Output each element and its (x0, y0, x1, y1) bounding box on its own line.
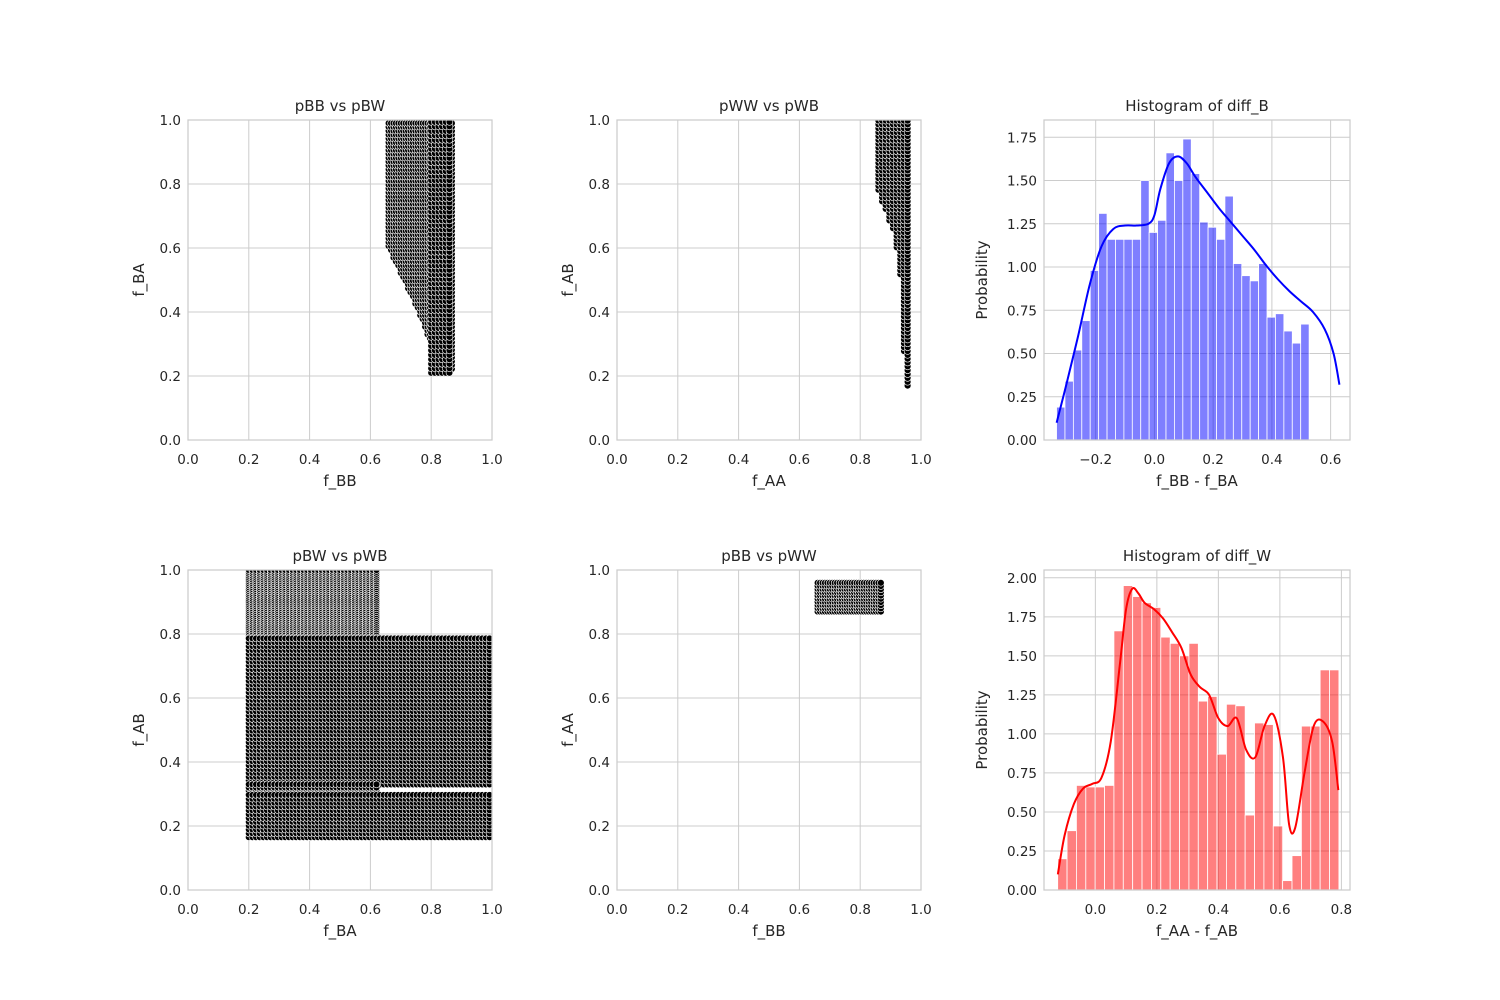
histogram-bar (1098, 213, 1108, 440)
x-axis-label: f_BB - f_BA (1156, 472, 1238, 491)
chart-title: Histogram of diff_B (1125, 97, 1269, 116)
x-tick-label: 0.6 (789, 452, 810, 468)
x-tick-label: 0.2 (238, 452, 259, 468)
x-tick-label: 0.2 (667, 452, 688, 468)
axes-frame (187, 119, 493, 441)
histogram-bar (1291, 342, 1302, 440)
y-tick-label: 0.50 (1007, 347, 1037, 363)
histogram-bar (1241, 275, 1251, 440)
histogram-bar (1283, 330, 1293, 440)
y-tick-label: 0.0 (160, 433, 181, 449)
y-axis-label: f_BA (130, 263, 149, 297)
y-tick-label: 0.8 (160, 177, 181, 193)
histogram-bar (1056, 406, 1066, 440)
plot-area (1055, 138, 1341, 440)
subplot-3: −0.2 0.0 0.2 0.4 0.6 0.00 0.25 0.50 0.75 1.00 1.25… (973, 97, 1351, 491)
x-tick-label: 0.0 (177, 452, 198, 468)
x-tick-label: 0.6 (1320, 452, 1341, 468)
histogram-bar (1249, 280, 1260, 440)
y-tick-label: 1.00 (1007, 260, 1037, 276)
histogram-bar (1123, 238, 1133, 440)
x-axis-label: f_BB (323, 472, 356, 491)
x-tick-label: 0.2 (1202, 452, 1223, 468)
kde-line (1055, 155, 1341, 423)
histogram-bar (1106, 238, 1116, 440)
plot-area (874, 120, 912, 390)
axes-frame (1043, 119, 1351, 441)
x-tick-label: 0.6 (360, 452, 381, 468)
y-tick-label: 0.4 (160, 305, 181, 321)
histogram-bar (1224, 195, 1234, 440)
y-tick-label: 0.8 (589, 177, 610, 193)
axes-frame (616, 119, 922, 441)
histogram-bar (1275, 313, 1285, 440)
x-tick-label: 0.4 (299, 452, 320, 468)
y-tick-label: 1.0 (160, 113, 181, 129)
histogram-bar (1081, 320, 1091, 440)
histogram-bar (1190, 173, 1201, 440)
y-tick-label: 0.6 (589, 241, 610, 257)
y-tick-label: 0.75 (1007, 303, 1037, 319)
subplot-2: 0.0 0.2 0.4 0.6 0.8 1.0 0.0 0.2 0.4 0.6 0.8 1.0 pWW … (559, 97, 932, 491)
y-axis-label: Probability (973, 240, 991, 319)
x-tick-label: 0.8 (849, 452, 870, 468)
x-tick-label: −0.2 (1079, 452, 1112, 468)
histogram-bar (1207, 226, 1217, 440)
histogram-bar (1258, 263, 1268, 440)
histogram-bar (1115, 238, 1125, 440)
histogram-bar (1072, 349, 1083, 440)
x-axis-label: f_AA (752, 472, 786, 491)
y-tick-label: 1.0 (589, 113, 610, 129)
y-tick-label: 1.75 (1007, 130, 1037, 146)
plot-area (384, 120, 456, 377)
histogram-bar (1182, 138, 1192, 440)
plot-area (245, 570, 492, 841)
histogram-bar (1148, 232, 1158, 440)
histogram-bar (1300, 323, 1310, 440)
y-tick-label: 1.50 (1007, 174, 1037, 190)
x-tick-label: 1.0 (910, 452, 931, 468)
subplot-4: 0.0 0.2 0.4 0.6 0.8 1.00.00.20.40.60.81.0pBW … (130, 547, 503, 941)
histogram-bar (1165, 152, 1175, 440)
y-tick-label: 0.6 (160, 241, 181, 257)
scatter-point (903, 120, 912, 125)
histogram-bar (1232, 263, 1243, 440)
y-tick-label: 0.0 (589, 433, 610, 449)
scatter-point (445, 120, 454, 126)
y-tick-label: 1.25 (1007, 217, 1037, 233)
x-tick-label: 1.0 (481, 452, 502, 468)
y-tick-label: 0.2 (160, 369, 181, 385)
y-tick-label: 0.2 (589, 369, 610, 385)
x-tick-label: 0.0 (1144, 452, 1165, 468)
chart-title: pWW vs pWB (719, 97, 819, 115)
histogram-bar (1266, 316, 1276, 440)
x-tick-label: 0.4 (1261, 452, 1282, 468)
y-tick-label: 0.25 (1007, 390, 1037, 406)
histogram-bar (1140, 180, 1150, 440)
x-tick-label: 0.0 (606, 452, 627, 468)
histogram-bar (1157, 219, 1167, 440)
chart-title: pBB vs pBW (295, 97, 386, 115)
histogram-bar (1174, 180, 1184, 440)
histogram-bar (1064, 380, 1074, 440)
x-tick-label: 0.4 (728, 452, 749, 468)
histogram-bar (1089, 270, 1100, 440)
y-tick-label: 0.00 (1007, 433, 1037, 449)
histogram-bar (1131, 238, 1142, 440)
subplot-1: 0.0 0.2 0.4 0.6 0.8 1.0 0.0 0.2 0.4 0.6 0.8 1.0 pBB … (130, 97, 503, 491)
x-tick-label: 0.8 (420, 452, 441, 468)
histogram-bar (1216, 238, 1226, 440)
y-tick-label: 0.4 (589, 305, 610, 321)
histogram-bar (1199, 221, 1209, 440)
y-axis-label: f_AB (559, 263, 578, 296)
